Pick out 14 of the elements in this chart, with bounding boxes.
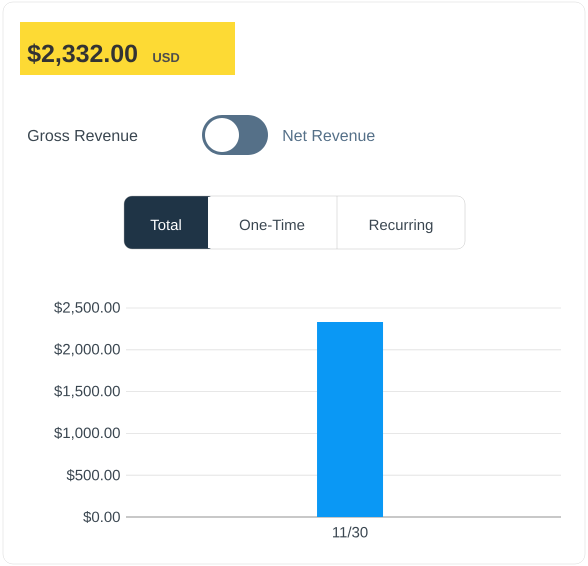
y-tick-label: $2,000.00 <box>54 343 120 356</box>
text: Recurring <box>370 219 432 234</box>
y-tick-label: $0.00 <box>83 510 120 524</box>
text: Net Revenue <box>284 130 375 142</box>
y-tick-label: $1,000.00 <box>54 426 120 440</box>
y-tick-label: $1,500.00 <box>54 385 120 398</box>
y-tick-label: $2,500.00 <box>54 302 120 314</box>
text: One-Time <box>240 219 304 230</box>
text: Total <box>150 219 181 230</box>
x-tick-label: 11/30 <box>333 526 368 538</box>
chart-subtitle: USD <box>153 52 180 62</box>
y-tick-label: $500.00 <box>66 469 120 482</box>
chart-title: $2,332.00 <box>28 44 137 66</box>
text: Gross Revenue <box>28 130 138 142</box>
